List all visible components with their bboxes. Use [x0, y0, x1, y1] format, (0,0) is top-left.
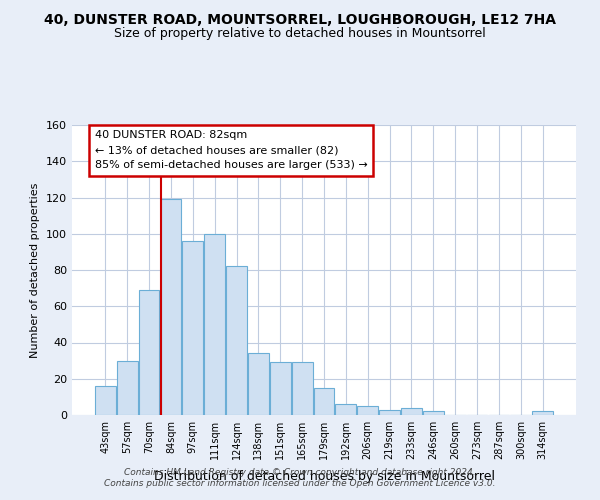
- Bar: [335, 404, 356, 415]
- Y-axis label: Number of detached properties: Number of detached properties: [31, 182, 40, 358]
- Text: Size of property relative to detached houses in Mountsorrel: Size of property relative to detached ho…: [114, 28, 486, 40]
- Bar: [401, 408, 422, 415]
- Text: 40 DUNSTER ROAD: 82sqm
← 13% of detached houses are smaller (82)
85% of semi-det: 40 DUNSTER ROAD: 82sqm ← 13% of detached…: [95, 130, 368, 170]
- Bar: [95, 386, 116, 415]
- Bar: [182, 241, 203, 415]
- Bar: [248, 354, 269, 415]
- Bar: [117, 360, 137, 415]
- Bar: [161, 200, 181, 415]
- Bar: [379, 410, 400, 415]
- Bar: [358, 406, 378, 415]
- Bar: [292, 362, 313, 415]
- Bar: [314, 388, 334, 415]
- Bar: [423, 412, 444, 415]
- Bar: [226, 266, 247, 415]
- Bar: [139, 290, 160, 415]
- Bar: [270, 362, 290, 415]
- Text: Contains HM Land Registry data © Crown copyright and database right 2024.
Contai: Contains HM Land Registry data © Crown c…: [104, 468, 496, 487]
- Bar: [532, 412, 553, 415]
- Bar: [204, 234, 225, 415]
- Text: 40, DUNSTER ROAD, MOUNTSORREL, LOUGHBOROUGH, LE12 7HA: 40, DUNSTER ROAD, MOUNTSORREL, LOUGHBORO…: [44, 12, 556, 26]
- X-axis label: Distribution of detached houses by size in Mountsorrel: Distribution of detached houses by size …: [154, 470, 494, 484]
